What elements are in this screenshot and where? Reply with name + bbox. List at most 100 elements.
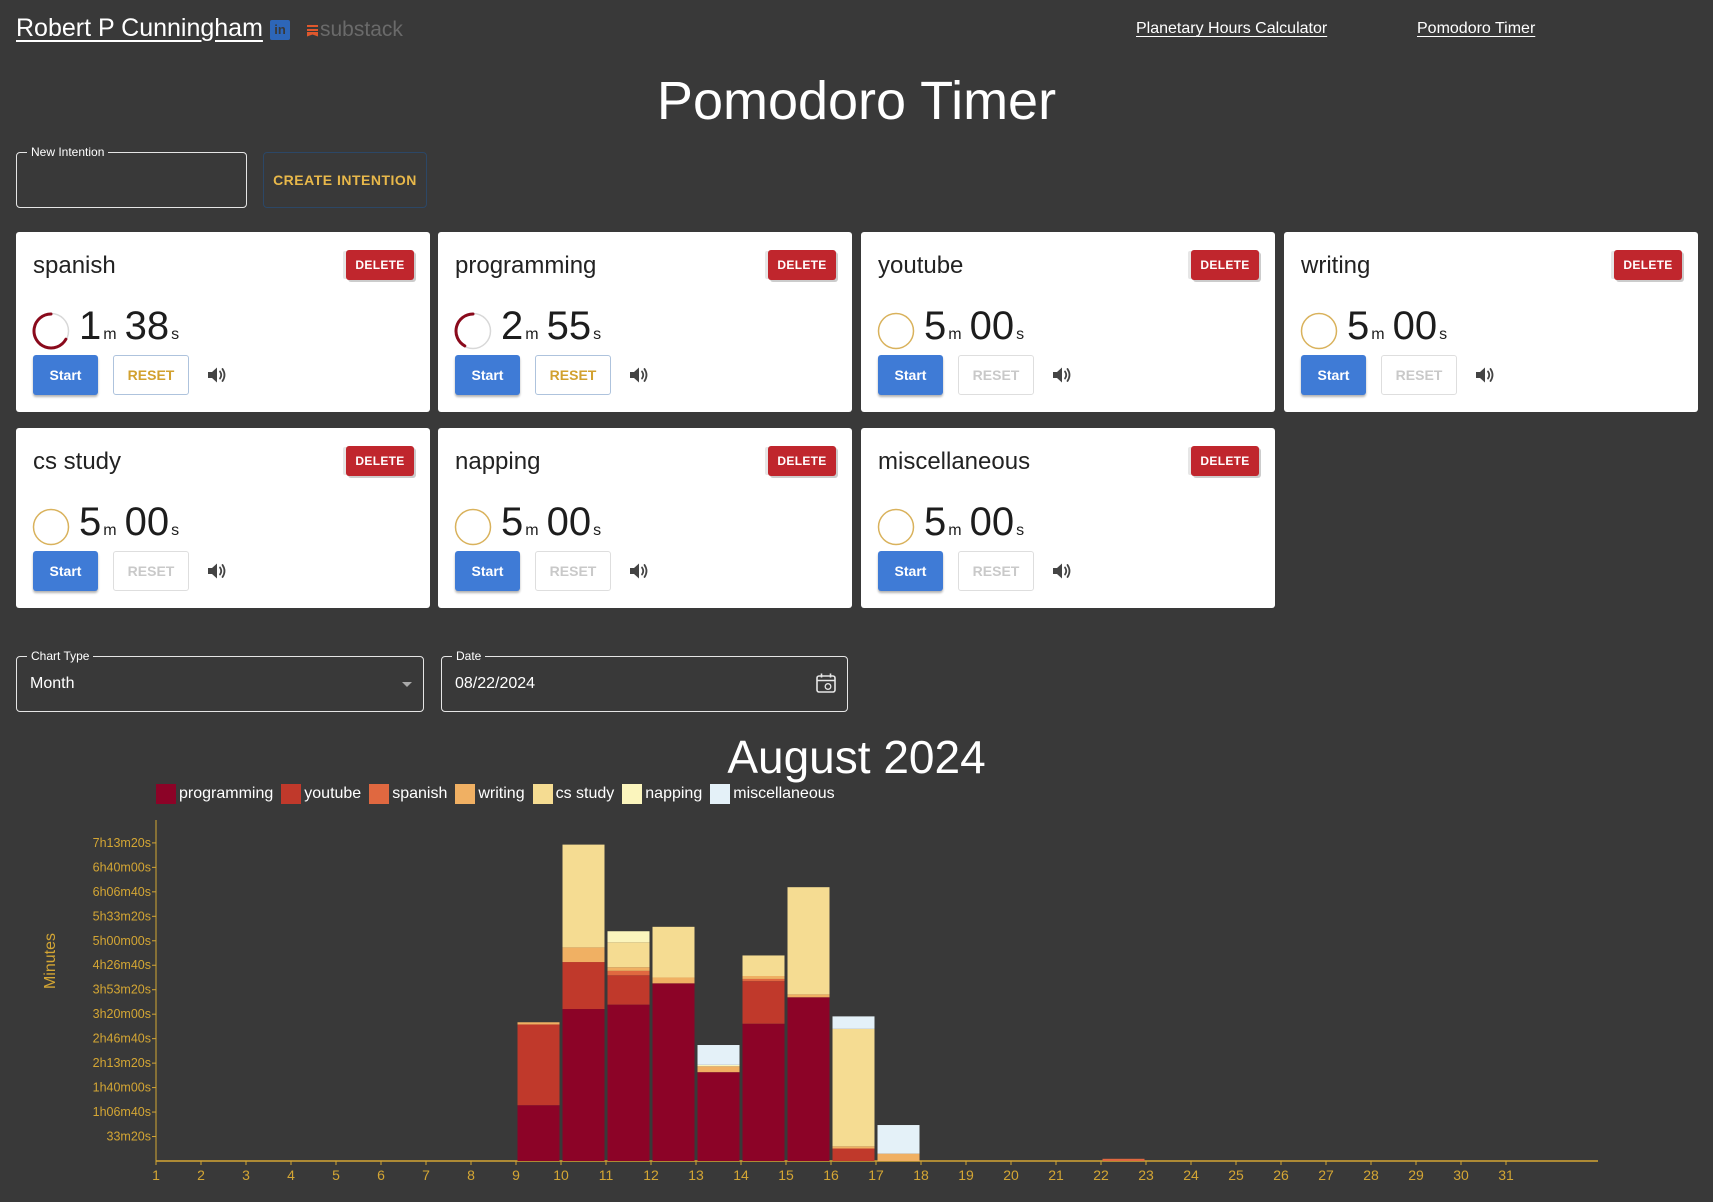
- bar-segment-programming[interactable]: [607, 1004, 650, 1161]
- timer-name: spanish: [33, 252, 116, 279]
- bar-segment-programming[interactable]: [742, 1023, 785, 1161]
- timer-seconds: 00: [969, 304, 1015, 348]
- new-intention-field[interactable]: New Intention: [16, 145, 247, 208]
- bar-segment-spanish[interactable]: [742, 978, 785, 982]
- x-tick-label: 6: [377, 1167, 385, 1183]
- bar-segment-writing[interactable]: [877, 1153, 920, 1161]
- timer-progress-ring: [877, 508, 915, 546]
- speaker-icon[interactable]: [1051, 561, 1073, 581]
- bar-segment-cs-study[interactable]: [742, 955, 785, 977]
- bar-segment-writing[interactable]: [742, 976, 785, 979]
- calendar-icon[interactable]: [815, 672, 837, 694]
- bar-segment-youtube[interactable]: [517, 1024, 560, 1106]
- legend-label: miscellaneous: [733, 785, 835, 802]
- speaker-icon[interactable]: [1474, 365, 1496, 385]
- reset-button[interactable]: RESET: [535, 355, 611, 395]
- reset-button[interactable]: RESET: [113, 355, 189, 395]
- bar-segment-writing[interactable]: [652, 977, 695, 984]
- start-button[interactable]: Start: [33, 551, 98, 591]
- bar-segment-miscellaneous[interactable]: [877, 1125, 920, 1154]
- delete-button[interactable]: DELETE: [1614, 250, 1682, 280]
- bar-segment-miscellaneous[interactable]: [697, 1045, 740, 1065]
- x-tick-label: 23: [1138, 1167, 1154, 1183]
- delete-button[interactable]: DELETE: [768, 446, 836, 476]
- timer-progress-ring: [32, 312, 70, 350]
- start-button[interactable]: Start: [878, 355, 943, 395]
- delete-button[interactable]: DELETE: [1191, 250, 1259, 280]
- start-button[interactable]: Start: [455, 551, 520, 591]
- start-button[interactable]: Start: [33, 355, 98, 395]
- timer-minutes: 5: [501, 500, 524, 544]
- create-intention-button[interactable]: CREATE INTENTION: [263, 152, 427, 208]
- bar-segment-programming[interactable]: [787, 997, 830, 1161]
- chart-type-select[interactable]: Chart Type Month: [16, 649, 424, 712]
- reset-button[interactable]: RESET: [958, 355, 1034, 395]
- bar-segment-programming[interactable]: [697, 1072, 740, 1161]
- bar-segment-writing[interactable]: [697, 1066, 740, 1073]
- bar-segment-cs-study[interactable]: [832, 1028, 875, 1147]
- bar-segment-spanish[interactable]: [607, 970, 650, 976]
- linkedin-icon[interactable]: in: [270, 20, 290, 40]
- x-tick-label: 21: [1048, 1167, 1064, 1183]
- nav-pomodoro-timer[interactable]: Pomodoro Timer: [1417, 20, 1536, 37]
- nav-planetary-hours[interactable]: Planetary Hours Calculator: [1136, 20, 1328, 37]
- timer-progress-ring: [32, 508, 70, 546]
- timer-progress-ring: [877, 312, 915, 350]
- chevron-down-icon[interactable]: [402, 682, 412, 687]
- date-input[interactable]: Date 08/22/2024: [441, 649, 848, 712]
- bar-segment-youtube[interactable]: [607, 975, 650, 1005]
- delete-button[interactable]: DELETE: [768, 250, 836, 280]
- bar-segment-writing[interactable]: [517, 1022, 560, 1025]
- speaker-icon[interactable]: [206, 561, 228, 581]
- speaker-icon[interactable]: [628, 561, 650, 581]
- bar-segment-programming[interactable]: [562, 1009, 605, 1161]
- bar-segment-writing[interactable]: [607, 967, 650, 971]
- reset-button[interactable]: RESET: [113, 551, 189, 591]
- start-button[interactable]: Start: [878, 551, 943, 591]
- x-tick-label: 2: [197, 1167, 205, 1183]
- reset-button[interactable]: RESET: [1381, 355, 1457, 395]
- timer-seconds: 38: [124, 304, 170, 348]
- x-tick-label: 20: [1003, 1167, 1019, 1183]
- legend-item-spanish: spanish: [369, 784, 447, 804]
- minutes-unit: m: [1371, 326, 1385, 343]
- bar-segment-writing[interactable]: [832, 1146, 875, 1149]
- timer-progress-ring: [1300, 312, 1338, 350]
- delete-button[interactable]: DELETE: [346, 446, 414, 476]
- substack-link[interactable]: substack: [307, 18, 403, 42]
- bar-segment-writing[interactable]: [787, 994, 830, 998]
- brand-link[interactable]: Robert P Cunningham: [16, 14, 263, 42]
- legend-swatch: [281, 784, 302, 804]
- timer-display: 5 m 00 s: [924, 304, 1024, 349]
- bar-segment-writing[interactable]: [562, 947, 605, 963]
- bar-segment-youtube[interactable]: [832, 1148, 875, 1161]
- speaker-icon[interactable]: [628, 365, 650, 385]
- legend-label: youtube: [304, 785, 362, 802]
- bar-segment-miscellaneous[interactable]: [832, 1016, 875, 1029]
- delete-button[interactable]: DELETE: [346, 250, 414, 280]
- bar-segment-napping[interactable]: [607, 931, 650, 943]
- bar-segment-spanish[interactable]: [1102, 1158, 1145, 1161]
- bar-segment-cs-study[interactable]: [607, 942, 650, 968]
- speaker-icon[interactable]: [206, 365, 228, 385]
- bar-segment-youtube[interactable]: [562, 962, 605, 1010]
- site-header: Robert P Cunningham in substack Planetar…: [0, 0, 1713, 60]
- bar-segment-programming[interactable]: [517, 1105, 560, 1161]
- reset-button[interactable]: RESET: [535, 551, 611, 591]
- start-button[interactable]: Start: [1301, 355, 1366, 395]
- bar-segment-programming[interactable]: [652, 983, 695, 1161]
- bar-segment-cs-study[interactable]: [787, 887, 830, 995]
- bar-segment-cs-study[interactable]: [562, 844, 605, 948]
- speaker-icon[interactable]: [1051, 365, 1073, 385]
- bar-segment-napping[interactable]: [697, 1064, 740, 1067]
- bar-segment-cs-study[interactable]: [652, 926, 695, 978]
- start-button[interactable]: Start: [455, 355, 520, 395]
- timer-card-cs-study: cs study DELETE 5 m 00 s Start RESET: [16, 428, 430, 608]
- reset-button[interactable]: RESET: [958, 551, 1034, 591]
- timer-progress-ring: [454, 312, 492, 350]
- timer-name: napping: [455, 448, 541, 475]
- bar-segment-youtube[interactable]: [742, 981, 785, 1024]
- delete-button[interactable]: DELETE: [1191, 446, 1259, 476]
- timer-display: 5 m 00 s: [924, 500, 1024, 545]
- x-tick-label: 5: [332, 1167, 340, 1183]
